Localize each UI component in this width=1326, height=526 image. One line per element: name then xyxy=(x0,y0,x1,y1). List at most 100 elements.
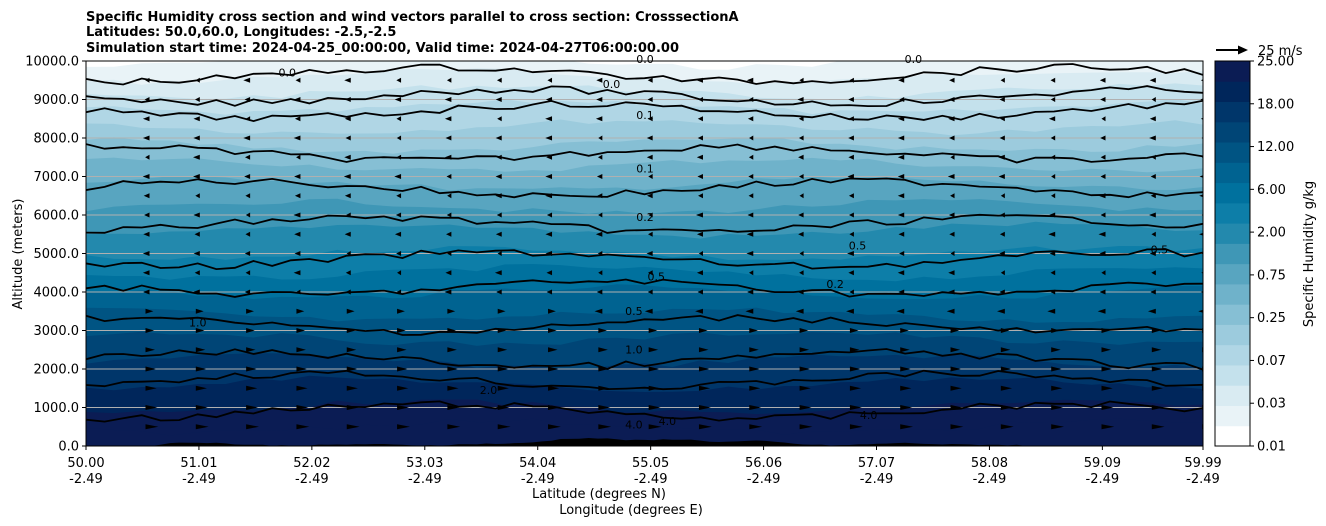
wind-vector xyxy=(898,77,905,83)
wind-vector xyxy=(195,193,200,199)
wind-vector xyxy=(1101,116,1106,122)
wind-vector xyxy=(746,231,754,237)
x-tick-label-latitude: 58.08 xyxy=(971,456,1008,471)
wind-vector xyxy=(143,231,150,237)
wind-vector xyxy=(999,97,1005,102)
contour-label: 0.0 xyxy=(279,66,297,79)
wind-vector xyxy=(144,97,150,102)
wind-vector xyxy=(545,174,553,179)
wind-vector xyxy=(142,116,150,122)
x-tick-label-latitude: 59.09 xyxy=(1084,456,1121,471)
wind-vector xyxy=(246,347,256,353)
wind-vector xyxy=(1150,193,1156,199)
colorbar: 0.01 0.03 0.07 0.25 0.75 2.00 6.00 12.00 18.00 25… xyxy=(1215,55,1294,455)
wind-vector xyxy=(245,231,251,237)
wind-vector xyxy=(749,366,760,372)
wind-vector xyxy=(193,212,200,218)
terrain xyxy=(86,438,1203,446)
wind-vector xyxy=(1099,289,1106,295)
wind-vector xyxy=(795,308,804,314)
x-tick-label-latitude: 53.03 xyxy=(406,456,443,471)
wind-vector xyxy=(244,289,251,295)
wind-vector xyxy=(294,193,301,199)
wind-vector xyxy=(244,154,251,160)
wind-vector xyxy=(598,385,610,391)
contour-label: 0.0 xyxy=(603,78,621,91)
wind-vector xyxy=(749,135,754,141)
x-tick-label-latitude: 52.02 xyxy=(293,456,330,471)
contour-line xyxy=(86,314,1203,336)
wind-vector xyxy=(900,385,912,391)
wind-vector xyxy=(847,174,854,179)
colorbar-segment xyxy=(1215,324,1250,346)
wind-vector xyxy=(695,308,703,314)
wind-vector xyxy=(446,77,452,83)
wind-vector xyxy=(900,347,910,353)
wind-vector xyxy=(698,405,711,410)
wind-vector xyxy=(1000,116,1005,122)
wind-vector xyxy=(346,212,351,218)
wind-vector xyxy=(950,424,964,430)
x-tick-label-longitude: -2.49 xyxy=(747,472,781,487)
wind-vector xyxy=(445,135,452,141)
wind-vector xyxy=(1202,366,1203,372)
wind-vector xyxy=(897,193,905,199)
wind-vector xyxy=(698,97,703,102)
wind-vector xyxy=(548,405,561,410)
colorbar-segment xyxy=(1215,243,1250,265)
wind-vector xyxy=(1050,135,1056,141)
wind-vector xyxy=(346,347,357,353)
wind-vector xyxy=(548,424,561,430)
colorbar-segment xyxy=(1215,283,1250,305)
wind-vector xyxy=(397,424,410,430)
wind-vector xyxy=(1000,328,1010,333)
contour-label: 0.5 xyxy=(647,270,665,283)
wind-vector xyxy=(1000,77,1005,83)
wind-vector xyxy=(293,135,301,141)
contour-label: 0.5 xyxy=(625,305,643,318)
wind-vector xyxy=(1198,309,1203,313)
wind-vector xyxy=(1098,231,1106,237)
wind-vector xyxy=(897,116,905,122)
wind-vector xyxy=(596,174,603,179)
colorbar-segment xyxy=(1215,61,1250,82)
wind-vector xyxy=(446,174,452,179)
wind-vector xyxy=(545,251,553,256)
wind-vector xyxy=(396,251,402,256)
wind-vector xyxy=(244,97,251,102)
wind-vector xyxy=(244,251,251,256)
wind-vector xyxy=(747,289,754,295)
wind-vector xyxy=(1199,194,1203,198)
wind-vector xyxy=(397,366,408,372)
wind-vector xyxy=(397,385,409,391)
wind-vector xyxy=(897,270,905,276)
wind-vector xyxy=(195,424,209,430)
wind-vector xyxy=(799,270,804,276)
wind-vector xyxy=(1051,385,1063,391)
wind-vector xyxy=(1000,424,1014,430)
wind-vector xyxy=(495,97,502,102)
colorbar-segment xyxy=(1215,81,1250,103)
wind-vector xyxy=(646,251,653,256)
wind-vector xyxy=(497,424,511,430)
wind-vector xyxy=(344,231,351,237)
wind-vector xyxy=(1051,424,1065,430)
y-tick-label: 5000.0 xyxy=(34,247,80,262)
wind-vector xyxy=(848,97,854,102)
wind-vector xyxy=(447,347,457,353)
wind-vector xyxy=(546,289,553,295)
wind-vector xyxy=(495,135,502,141)
wind-vector xyxy=(1149,77,1156,83)
wind-vector xyxy=(698,366,710,372)
wind-vector xyxy=(648,270,653,276)
wind-vector xyxy=(1049,212,1056,218)
wind-vector xyxy=(495,193,502,199)
wind-vector xyxy=(1150,174,1156,179)
wind-vector xyxy=(1202,347,1203,353)
y-tick-label: 7000.0 xyxy=(34,170,80,185)
wind-vector xyxy=(1202,385,1203,391)
title-line-1: Specific Humidity cross section and wind… xyxy=(86,10,739,25)
wind-vector xyxy=(646,154,653,160)
wind-vector xyxy=(900,405,913,410)
